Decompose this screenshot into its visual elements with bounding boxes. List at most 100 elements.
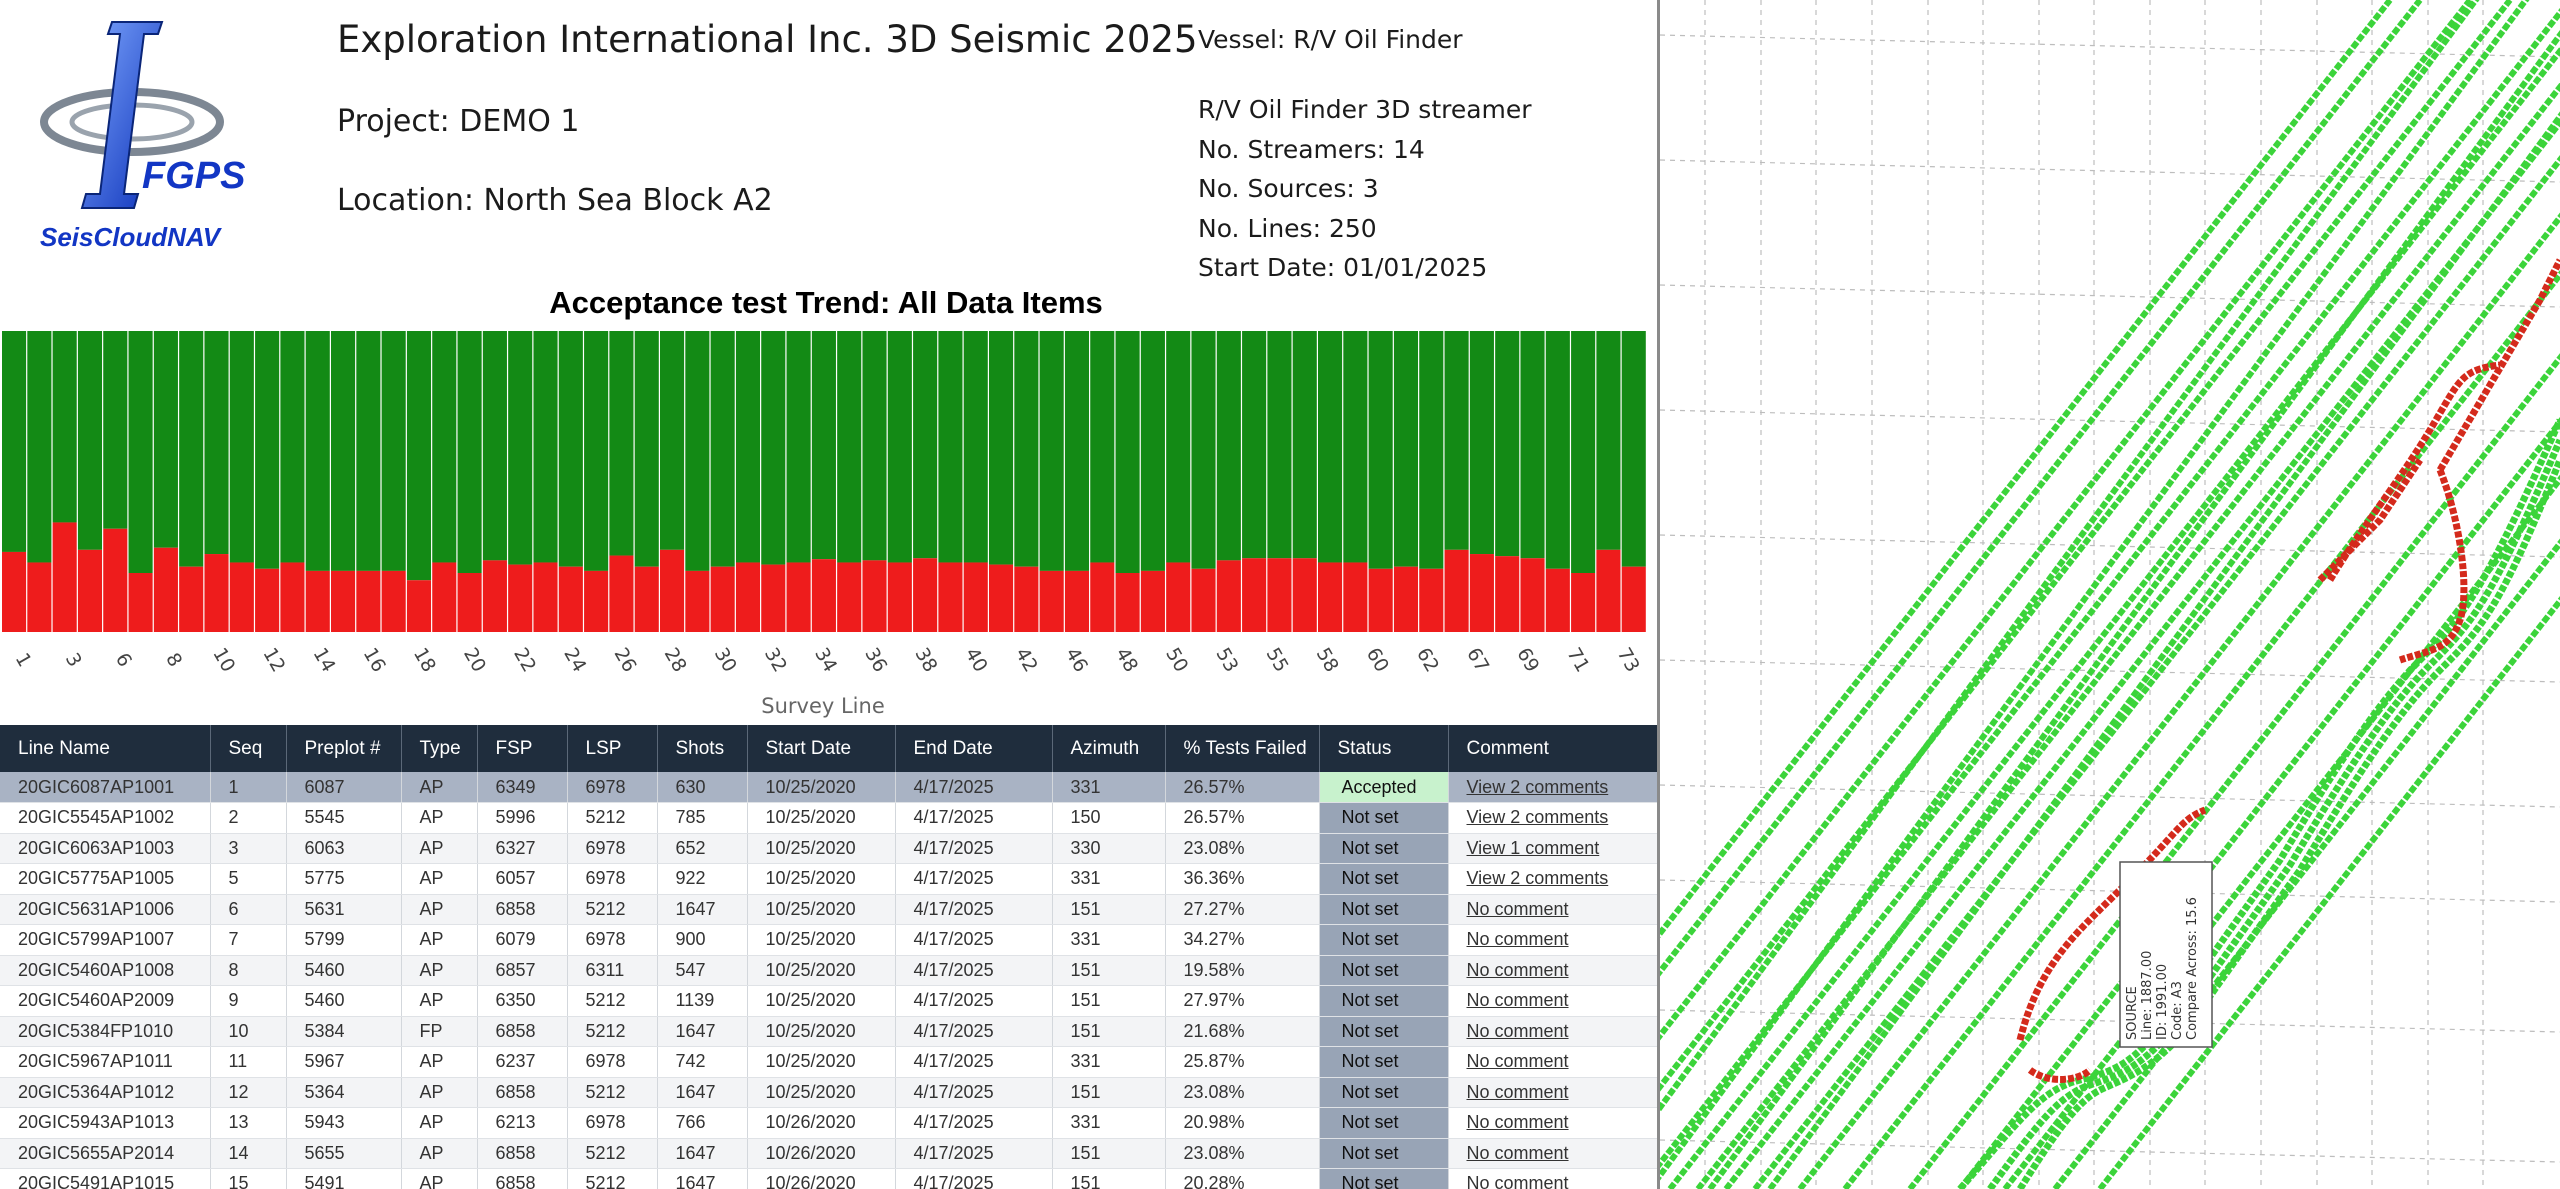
bar-fail[interactable] [280,562,305,632]
bar-pass[interactable] [356,331,381,571]
status-badge[interactable]: Not set [1319,863,1449,895]
status-badge[interactable]: Not set [1319,924,1449,956]
bar-fail[interactable] [913,558,938,632]
bar-fail[interactable] [786,562,811,632]
bar-fail[interactable] [963,562,988,632]
bar-pass[interactable] [52,331,77,523]
bar-pass[interactable] [406,331,432,581]
bar-pass[interactable] [204,331,229,555]
status-badge[interactable]: Not set [1319,1077,1449,1108]
bar-pass[interactable] [381,331,406,571]
bar-fail[interactable] [735,562,761,632]
comment-link[interactable]: No comment [1466,1112,1569,1133]
comment-link[interactable]: No comment [1466,1081,1569,1102]
table-row[interactable]: 20GIC5384FP1010 10 5384 FP 6858 5212 1647 10/25… [0,1016,1657,1047]
bar-pass[interactable] [27,331,52,563]
deviated-tracks[interactable] [1957,258,2560,1189]
bar-pass[interactable] [1419,331,1444,569]
bar-pass[interactable] [1216,331,1241,561]
status-badge[interactable]: Not set [1319,1138,1449,1169]
bar-fail[interactable] [2,551,27,632]
bar-fail[interactable] [862,560,887,632]
bar-pass[interactable] [2,331,27,552]
bar-fail[interactable] [229,562,254,632]
panel-divider[interactable] [1657,0,1660,1189]
bar-pass[interactable] [77,331,103,550]
comment-link[interactable]: No comment [1466,1142,1569,1163]
bar-pass[interactable] [128,331,153,574]
bar-fail[interactable] [1318,562,1343,632]
bar-pass[interactable] [1242,331,1267,559]
bar-fail[interactable] [356,570,381,632]
bar-pass[interactable] [1520,331,1545,559]
bar-fail[interactable] [634,566,659,632]
bar-pass[interactable] [584,331,609,571]
status-badge[interactable]: Not set [1319,1168,1449,1189]
bar-pass[interactable] [229,331,254,563]
bar-pass[interactable] [989,331,1014,565]
bar-pass[interactable] [761,331,786,565]
bar-fail[interactable] [533,562,558,632]
bar-pass[interactable] [1039,331,1064,571]
bar-fail[interactable] [255,568,280,632]
bar-pass[interactable] [1191,331,1216,569]
bar-pass[interactable] [533,331,558,563]
bar-fail[interactable] [1166,562,1191,632]
column-header-azimuth[interactable]: Azimuth [1052,725,1166,772]
bar-fail[interactable] [179,566,204,632]
bar-pass[interactable] [1469,331,1494,555]
bar-pass[interactable] [305,331,330,571]
bar-fail[interactable] [482,560,507,632]
bar-pass[interactable] [1444,331,1469,550]
bar-pass[interactable] [938,331,963,563]
comment-link[interactable]: No comment [1466,1173,1569,1189]
bar-fail[interactable] [77,549,103,632]
status-badge[interactable]: Accepted [1319,772,1449,803]
bar-fail[interactable] [1090,562,1115,632]
table-row[interactable]: 20GIC5364AP1012 12 5364 AP 6858 5212 1647 10/25… [0,1077,1657,1108]
column-header--tests-failed[interactable]: % Tests Failed [1165,725,1320,772]
bar-fail[interactable] [989,564,1014,632]
bar-pass[interactable] [1596,331,1621,550]
comment-link[interactable]: No comment [1466,990,1569,1011]
comment-link[interactable]: No comment [1466,1020,1569,1041]
table-row[interactable]: 20GIC6087AP1001 1 6087 AP 6349 6978 630 10/25/2… [0,772,1657,803]
comment-link[interactable]: View 2 comments [1466,868,1609,889]
table-row[interactable]: 20GIC5460AP2009 9 5460 AP 6350 5212 1139 10/25/… [0,985,1657,1017]
bar-fail[interactable] [685,570,710,632]
column-header-preplot[interactable]: Preplot # [286,725,402,772]
bar-fail[interactable] [1064,570,1090,632]
bar-fail[interactable] [558,566,583,632]
bar-pass[interactable] [1621,331,1646,567]
bar-pass[interactable] [153,331,178,548]
bar-pass[interactable] [1064,331,1090,571]
status-badge[interactable]: Not set [1319,833,1449,864]
bar-fail[interactable] [381,570,406,632]
status-badge[interactable]: Not set [1319,1046,1449,1078]
column-header-line-name[interactable]: Line Name [0,725,211,772]
bar-pass[interactable] [837,331,862,563]
bar-fail[interactable] [305,570,330,632]
bar-pass[interactable] [1495,331,1520,557]
bar-fail[interactable] [1621,566,1646,632]
bar-pass[interactable] [1343,331,1368,563]
bar-fail[interactable] [1419,568,1444,632]
bar-fail[interactable] [1115,573,1140,632]
table-row[interactable]: 20GIC5545AP1002 2 5545 AP 5996 5212 785 10/25/2… [0,802,1657,834]
source-tracks[interactable] [1660,0,2560,1189]
bar-fail[interactable] [27,562,52,632]
status-badge[interactable]: Not set [1319,894,1449,925]
comment-link[interactable]: No comment [1466,1051,1569,1072]
table-row[interactable]: 20GIC5775AP1005 5 5775 AP 6057 6978 922 10/25/2… [0,863,1657,895]
bar-pass[interactable] [508,331,533,565]
bar-fail[interactable] [1267,558,1292,632]
table-row[interactable]: 20GIC5491AP1015 15 5491 AP 6858 5212 1647 10/26… [0,1168,1657,1189]
bar-fail[interactable] [837,562,862,632]
bar-pass[interactable] [862,331,887,561]
bar-fail[interactable] [761,564,786,632]
bar-fail[interactable] [660,549,685,632]
column-header-status[interactable]: Status [1319,725,1449,772]
comment-link[interactable]: No comment [1466,959,1569,980]
bar-fail[interactable] [1242,558,1267,632]
status-badge[interactable]: Not set [1319,985,1449,1017]
